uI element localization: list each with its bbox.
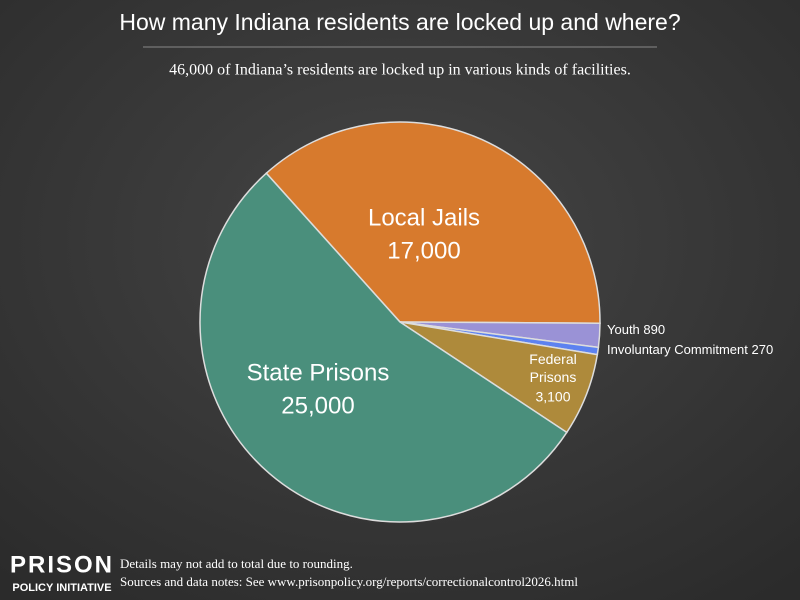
slice-label: Involuntary Commitment 270: [607, 342, 773, 357]
value-label: 3,100: [535, 389, 570, 405]
value-label: 25,000: [281, 392, 354, 419]
pie-slice: [265, 121, 601, 324]
pie: [199, 121, 601, 523]
note: Details may not add to total due to roun…: [120, 556, 353, 571]
category-label: Federal Prisons: [529, 351, 576, 385]
pie-slice: [199, 172, 568, 523]
category-label: Involuntary Commitment: [607, 342, 748, 357]
subtitle: 46,000 of Indiana’s residents are locked…: [169, 62, 631, 79]
chart-title: How many Indiana residents are locked up…: [119, 9, 680, 35]
value-label: 270: [752, 342, 774, 357]
value-label: 17,000: [387, 237, 460, 264]
logo-bottom: POLICY INITIATIVE: [12, 582, 111, 594]
value-label: 890: [643, 322, 665, 337]
category-label: Youth: [607, 322, 640, 337]
category-label: Local Jails: [368, 204, 480, 231]
slice-label: Youth 890: [607, 322, 665, 337]
category-label: State Prisons: [247, 359, 390, 386]
logo-top: PRISON: [10, 551, 114, 578]
slice-labels: Local Jails 17,000 Youth 890 Involuntary Co…: [247, 204, 774, 419]
note: Sources and data notes: See www.prisonpo…: [120, 574, 578, 589]
